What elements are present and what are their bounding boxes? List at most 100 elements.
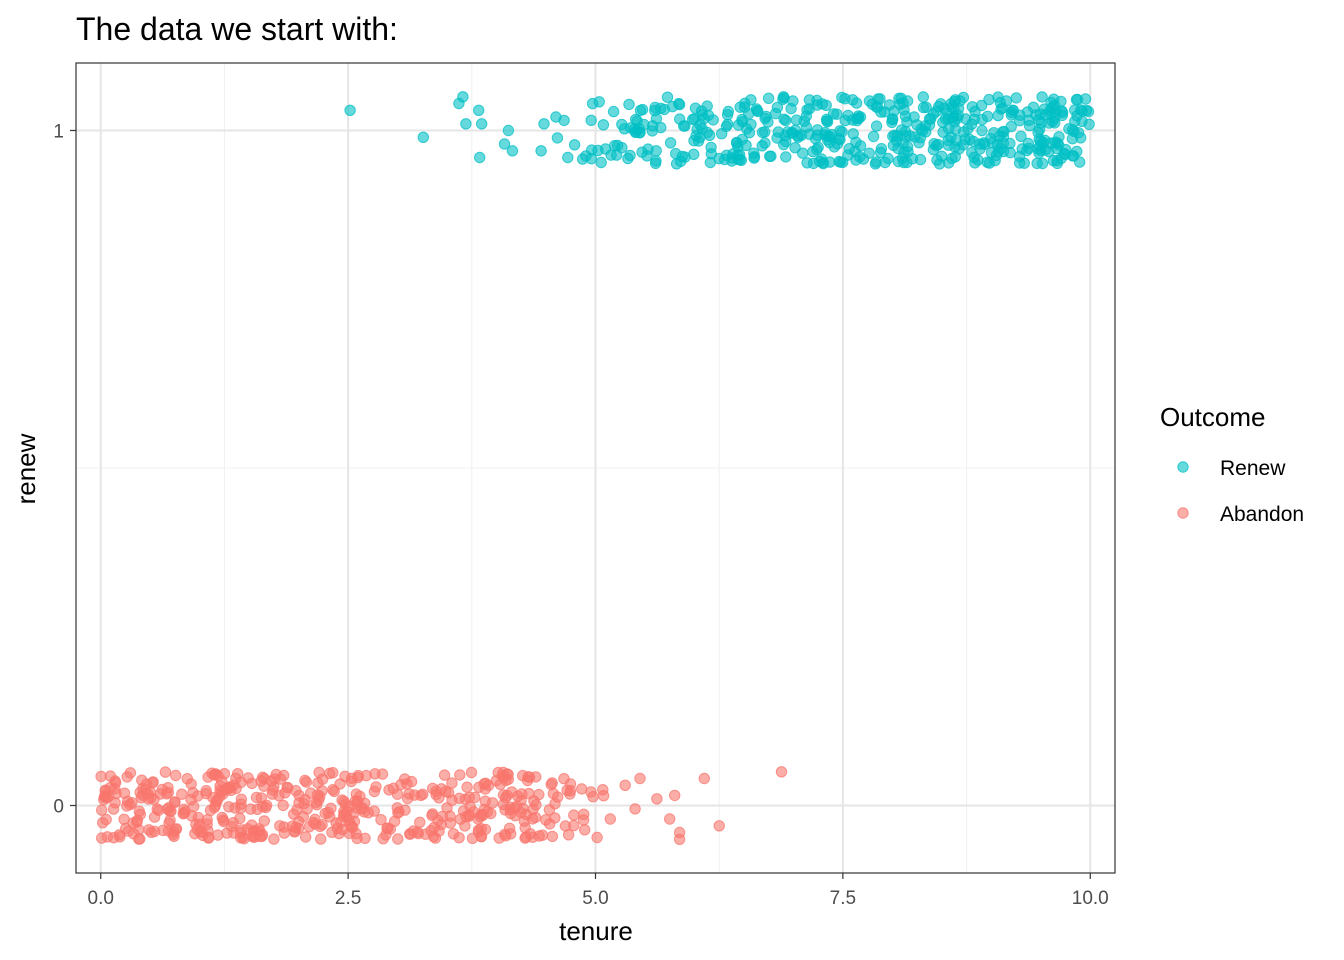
data-point-abandon [326,826,338,838]
data-point-abandon [415,789,427,802]
data-point-renew [801,157,813,169]
data-point-renew [476,118,488,130]
data-point-abandon [126,797,138,809]
data-point-renew [1075,132,1087,144]
data-point-renew [797,147,809,159]
data-point-renew [707,114,719,126]
data-point-renew [785,102,797,115]
data-point-abandon [96,804,108,816]
data-point-abandon [206,767,218,779]
data-point-renew [748,147,760,159]
points-layer [95,91,1095,845]
data-point-abandon [435,818,447,831]
data-point-abandon [142,793,155,805]
data-point-abandon [493,832,505,844]
data-point-abandon [669,789,681,802]
data-point-abandon [587,791,599,803]
data-point-abandon [133,805,146,817]
data-point-abandon [258,815,270,827]
data-point-renew [759,112,771,125]
plot-area [75,62,1116,874]
data-point-renew [676,150,688,163]
data-point-renew [690,130,702,142]
data-point-abandon [383,784,395,796]
data-point-abandon [629,803,641,815]
data-point-abandon [339,770,351,782]
legend: Outcome Renew Abandon [1160,402,1304,526]
data-point-renew [887,139,900,152]
data-point-abandon [673,833,686,845]
data-point-renew [875,106,887,118]
data-point-abandon [185,793,197,806]
data-point-abandon [519,822,531,834]
data-point-abandon [651,793,663,805]
data-point-renew [608,140,621,152]
data-point-renew [658,103,670,116]
data-point-abandon [315,833,327,845]
data-point-abandon [405,775,418,788]
data-point-renew [1000,95,1013,107]
data-point-renew [847,128,859,140]
data-point-abandon [414,816,426,828]
data-point-renew [898,146,910,158]
data-point-abandon [480,777,492,789]
data-point-abandon [515,794,527,806]
data-point-abandon [465,766,478,779]
x-tick-label: 2.5 [335,888,361,909]
data-point-renew [506,145,519,157]
data-point-abandon [170,769,182,782]
data-point-renew [870,120,883,132]
data-point-abandon [279,787,291,799]
data-point-renew [764,150,776,163]
legend-key-renew [1177,461,1189,473]
data-point-renew [762,92,775,105]
data-point-abandon [360,769,372,782]
data-point-renew [592,144,604,157]
data-point-abandon [254,830,266,843]
legend-label-renew: Renew [1220,457,1286,480]
data-point-abandon [108,832,120,844]
data-point-renew [954,95,966,107]
data-point-renew [842,109,854,122]
data-point-renew [538,118,550,130]
data-point-renew [959,133,971,146]
data-point-abandon [327,784,339,796]
data-point-abandon [492,766,504,779]
data-point-abandon [194,826,206,838]
data-point-renew [836,91,848,104]
data-point-renew [983,93,995,106]
y-axis-title: renew [11,433,41,504]
data-point-abandon [267,784,279,796]
y-tick-label: 1 [53,122,64,143]
data-point-renew [585,114,597,127]
data-point-renew [607,105,620,118]
data-point-abandon [139,784,152,796]
data-point-renew [960,113,972,125]
data-point-renew [720,120,733,133]
data-point-renew [689,102,702,114]
data-point-renew [976,113,988,126]
data-point-renew [914,153,927,166]
data-point-renew [786,127,799,139]
data-point-abandon [444,810,456,822]
data-point-renew [920,101,932,114]
data-point-renew [650,145,662,157]
data-point-renew [704,156,717,169]
data-point-renew [843,143,855,155]
data-point-renew [891,130,904,142]
data-point-abandon [597,790,610,802]
data-point-renew [850,97,863,109]
data-point-renew [655,121,667,134]
data-point-renew [1013,115,1026,127]
data-point-renew [344,104,356,117]
data-point-renew [650,113,663,125]
data-point-abandon [469,791,481,804]
data-point-abandon [100,813,112,826]
data-point-abandon [351,832,363,845]
data-point-abandon [549,812,561,824]
data-point-renew [821,113,833,126]
data-point-abandon [506,786,518,798]
data-point-abandon [411,826,424,838]
data-point-abandon [466,832,479,845]
data-point-renew [1031,157,1043,170]
